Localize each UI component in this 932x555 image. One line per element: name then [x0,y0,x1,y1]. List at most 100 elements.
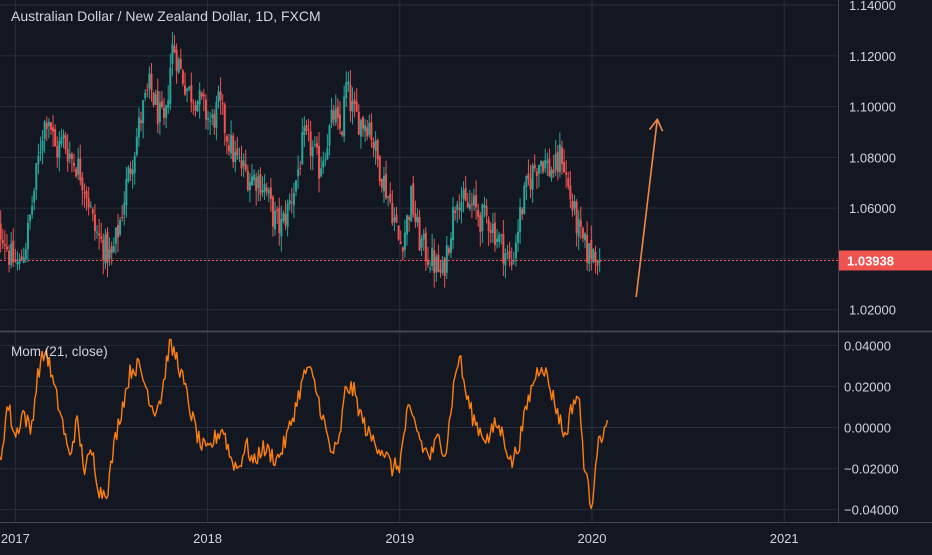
candle-body[interactable] [14,259,17,262]
candle-body[interactable] [359,120,362,137]
candle-body[interactable] [188,86,191,90]
candle-body[interactable] [292,193,295,206]
candle-body[interactable] [251,176,254,186]
candle-body[interactable] [343,96,346,137]
candle-body[interactable] [550,170,553,179]
candle-body[interactable] [248,181,251,191]
candle-body[interactable] [424,232,427,262]
candle-body[interactable] [244,163,247,170]
candle-body[interactable] [464,187,467,201]
candle-body[interactable] [485,205,488,216]
candle-body[interactable] [271,196,274,227]
candle-body[interactable] [160,101,163,108]
candle-body[interactable] [336,106,339,119]
candle-body[interactable] [133,155,136,173]
candle-body[interactable] [87,198,90,208]
candle-body[interactable] [563,162,566,173]
candle-body[interactable] [192,102,195,104]
candle-body[interactable] [35,163,38,191]
candle-body[interactable] [16,261,19,265]
candle-body[interactable] [546,161,549,164]
candle-body[interactable] [52,127,55,132]
candle-body[interactable] [215,101,218,128]
candle-body[interactable] [265,187,268,192]
candle-body[interactable] [213,114,216,128]
candle-body[interactable] [401,247,404,252]
candle-body[interactable] [439,269,442,272]
candle-body[interactable] [91,209,94,214]
candle-body[interactable] [397,225,400,240]
candle-body[interactable] [408,216,411,220]
candle-body[interactable] [89,205,92,207]
candle-body[interactable] [496,238,499,242]
candle-body[interactable] [297,169,300,177]
candle-body[interactable] [96,231,99,233]
candle-body[interactable] [190,84,193,103]
candle-body[interactable] [110,246,113,253]
candle-body[interactable] [102,239,105,260]
candle-body[interactable] [571,200,574,211]
candle-body[interactable] [558,144,561,173]
candle-body[interactable] [487,219,490,232]
candle-body[interactable] [575,201,578,234]
candle-body[interactable] [362,117,365,129]
candle-body[interactable] [345,82,348,99]
candle-body[interactable] [458,207,461,210]
candle-body[interactable] [83,192,86,194]
candle-body[interactable] [414,213,417,222]
candle-body[interactable] [393,217,396,222]
candle-body[interactable] [1,239,4,244]
candle-body[interactable] [72,162,75,166]
candle-body[interactable] [146,89,149,91]
candle-body[interactable] [468,204,471,209]
candle-body[interactable] [165,105,168,118]
candle-body[interactable] [41,140,44,152]
candle-body[interactable] [418,217,421,251]
candle-body[interactable] [135,136,138,155]
candle-body[interactable] [278,207,281,233]
candle-body[interactable] [540,160,543,166]
candle-body[interactable] [531,165,534,190]
candle-body[interactable] [592,249,595,263]
candle-body[interactable] [202,94,205,97]
candle-body[interactable] [299,167,302,169]
candle-body[interactable] [382,175,385,192]
candle-body[interactable] [294,180,297,192]
candle-body[interactable] [311,147,314,157]
candle-body[interactable] [500,234,503,236]
candle-body[interactable] [137,117,140,138]
candle-body[interactable] [240,160,243,169]
candle-body[interactable] [370,122,373,141]
candle-body[interactable] [521,208,524,215]
candle-body[interactable] [129,168,132,174]
candle-body[interactable] [544,159,547,169]
candle-body[interactable] [554,153,557,170]
candle-body[interactable] [150,73,153,91]
candle-body[interactable] [274,210,277,230]
candle-body[interactable] [119,220,122,235]
candle-body[interactable] [167,100,170,108]
candle-body[interactable] [169,67,172,104]
candle-body[interactable] [372,141,375,149]
candle-body[interactable] [5,246,8,250]
candle-body[interactable] [456,204,459,210]
candle-body[interactable] [389,193,392,202]
candle-body[interactable] [387,196,390,198]
candle-body[interactable] [232,135,235,162]
candle-body[interactable] [565,172,568,175]
candle-body[interactable] [47,121,50,127]
candle-body[interactable] [114,227,117,245]
candle-body[interactable] [79,158,82,181]
candle-body[interactable] [447,248,450,254]
candle-body[interactable] [81,177,84,191]
candle-body[interactable] [309,131,312,156]
candle-body[interactable] [514,242,517,259]
candle-body[interactable] [198,90,201,105]
candle-body[interactable] [116,225,119,238]
candle-body[interactable] [112,246,115,252]
candle-body[interactable] [454,210,457,213]
candle-body[interactable] [253,174,256,181]
candle-body[interactable] [127,167,130,182]
candle-body[interactable] [351,101,354,112]
candle-body[interactable] [508,250,511,259]
